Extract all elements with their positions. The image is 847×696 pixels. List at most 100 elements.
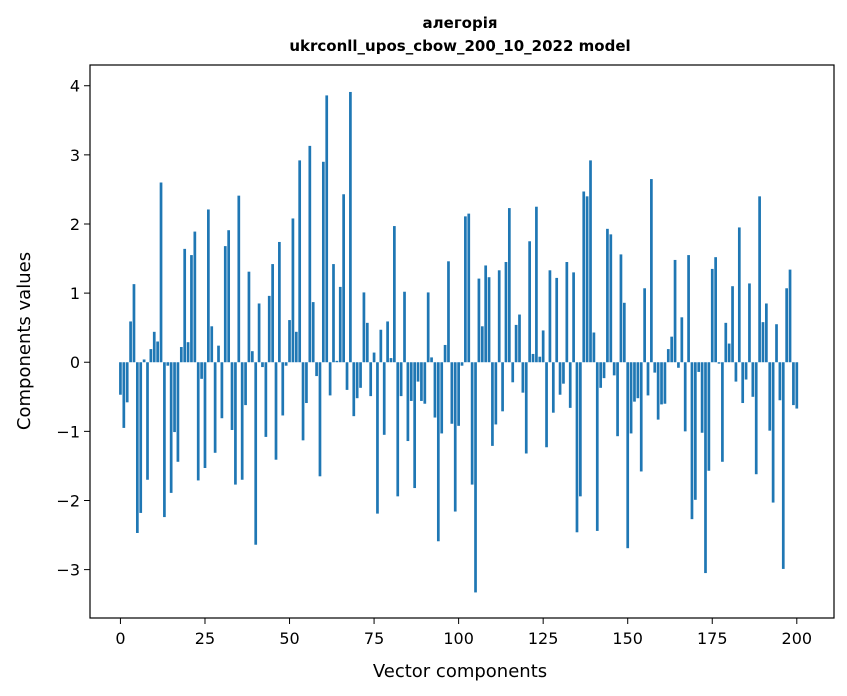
bar bbox=[315, 362, 318, 377]
bar bbox=[240, 362, 244, 480]
y-tick-label: −2 bbox=[56, 491, 80, 510]
bar bbox=[629, 362, 633, 434]
bar bbox=[592, 332, 596, 363]
bar bbox=[325, 95, 329, 363]
bar bbox=[639, 362, 643, 472]
bar bbox=[308, 145, 312, 363]
bar bbox=[680, 317, 684, 363]
bar bbox=[568, 362, 572, 408]
bar bbox=[470, 362, 474, 485]
bar bbox=[338, 286, 342, 363]
bar bbox=[271, 264, 274, 363]
bar bbox=[139, 362, 143, 513]
bar bbox=[650, 179, 653, 363]
bar bbox=[748, 283, 751, 363]
bar bbox=[626, 362, 630, 549]
bar bbox=[467, 213, 471, 363]
bar bbox=[278, 241, 281, 363]
bar bbox=[491, 362, 494, 446]
bar bbox=[173, 362, 176, 433]
bar bbox=[595, 362, 599, 531]
bar bbox=[487, 277, 491, 363]
bar bbox=[342, 194, 345, 363]
bar bbox=[393, 226, 396, 363]
x-tick-label: 125 bbox=[528, 629, 559, 648]
bar bbox=[403, 291, 406, 363]
bar bbox=[362, 292, 366, 363]
bar bbox=[352, 362, 356, 417]
bar bbox=[436, 362, 440, 542]
bar bbox=[589, 160, 592, 363]
bar bbox=[501, 362, 504, 412]
bar bbox=[778, 362, 782, 401]
bar bbox=[250, 351, 254, 363]
bar bbox=[521, 362, 525, 393]
bar bbox=[551, 362, 555, 413]
bar bbox=[494, 362, 498, 425]
bar bbox=[511, 362, 515, 383]
bar bbox=[464, 216, 467, 363]
bar bbox=[704, 362, 707, 574]
bar bbox=[359, 362, 362, 388]
bar bbox=[653, 362, 657, 373]
bar bbox=[227, 230, 231, 363]
bar bbox=[135, 362, 139, 533]
bar bbox=[474, 362, 477, 593]
bar bbox=[237, 195, 241, 363]
bar bbox=[619, 254, 623, 363]
bar bbox=[612, 362, 616, 376]
bar bbox=[200, 362, 203, 379]
bar bbox=[372, 352, 376, 363]
bar bbox=[646, 362, 650, 396]
bar bbox=[717, 362, 721, 364]
bar bbox=[673, 259, 677, 363]
bar bbox=[328, 362, 332, 396]
bar bbox=[406, 362, 410, 442]
bar bbox=[369, 362, 373, 397]
y-tick-label: 1 bbox=[70, 284, 80, 303]
bar bbox=[220, 362, 224, 419]
bar bbox=[609, 234, 613, 363]
bar bbox=[291, 218, 295, 363]
bar bbox=[663, 362, 667, 404]
bar bbox=[765, 303, 768, 363]
bar bbox=[710, 268, 714, 363]
bars-group bbox=[119, 91, 799, 593]
bar bbox=[602, 362, 606, 379]
bar bbox=[267, 295, 271, 363]
bar bbox=[670, 336, 674, 363]
x-tick-label: 50 bbox=[279, 629, 299, 648]
bar bbox=[413, 362, 417, 489]
bar bbox=[707, 362, 711, 471]
bar bbox=[737, 227, 741, 363]
bar bbox=[284, 362, 288, 366]
bar bbox=[443, 344, 447, 363]
bar bbox=[389, 358, 393, 363]
bar bbox=[480, 326, 484, 363]
bar bbox=[775, 324, 778, 363]
bar bbox=[183, 248, 187, 363]
bar bbox=[386, 321, 389, 363]
bar bbox=[335, 360, 339, 363]
bar bbox=[396, 362, 400, 497]
bar bbox=[379, 329, 383, 363]
x-tick-label: 100 bbox=[443, 629, 474, 648]
bar bbox=[643, 288, 646, 363]
bar bbox=[714, 257, 717, 363]
bar bbox=[416, 362, 420, 382]
bar bbox=[423, 362, 427, 404]
bar bbox=[690, 362, 694, 520]
bar bbox=[731, 286, 734, 363]
bar bbox=[548, 270, 552, 363]
bar bbox=[606, 228, 609, 363]
bar bbox=[169, 362, 173, 493]
chart-title-line-1: алегорія bbox=[423, 14, 498, 32]
bar bbox=[274, 362, 278, 460]
bar bbox=[447, 261, 450, 363]
bar bbox=[751, 362, 755, 397]
bar bbox=[244, 362, 247, 406]
bar bbox=[599, 362, 603, 388]
bar bbox=[186, 342, 190, 363]
bar bbox=[223, 246, 227, 363]
